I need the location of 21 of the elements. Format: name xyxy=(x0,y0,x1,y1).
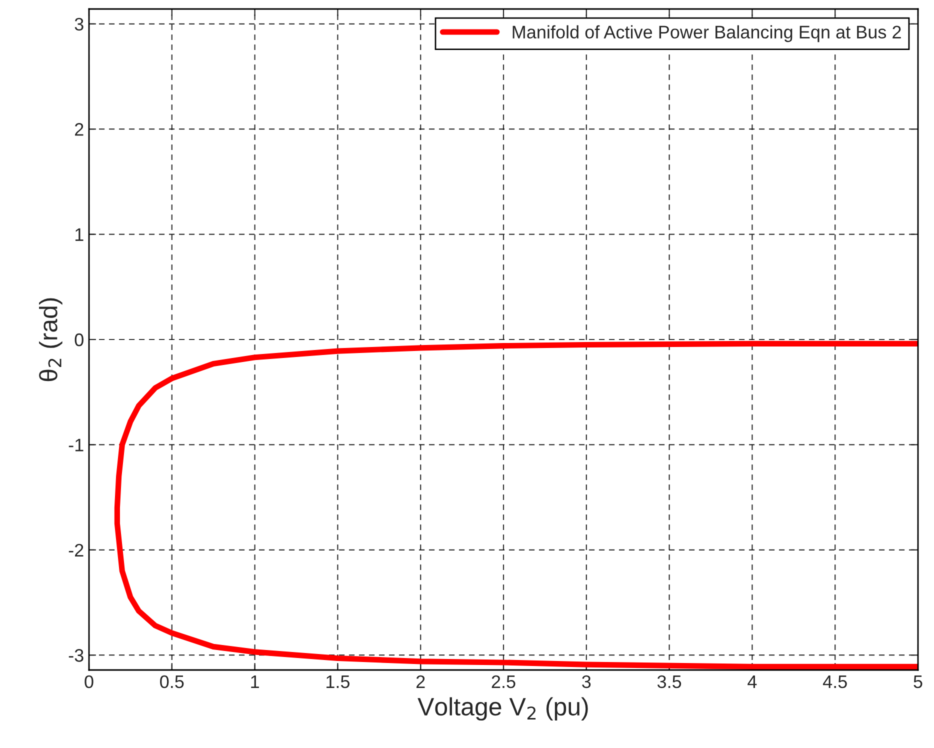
x-tick-label: 2.5 xyxy=(492,675,516,688)
x-tick-label: 5 xyxy=(914,676,922,688)
y-tick-label: -2 xyxy=(68,544,84,556)
y-tick-label: -1 xyxy=(68,438,84,452)
y-tick-label: 1 xyxy=(75,228,84,241)
x-axis-title: Voltage V$_{2}$ (pu) xyxy=(418,697,588,721)
x-tick-label: 2 xyxy=(416,675,425,688)
y-tick-label: 0 xyxy=(74,333,84,346)
y-axis-title: θ$_{2}$ (rad) xyxy=(39,298,62,382)
x-tick-label: 0 xyxy=(84,675,94,688)
x-tick-label: 4 xyxy=(748,676,757,688)
x-tick-label: 1 xyxy=(251,676,259,688)
x-tick-label: 3.5 xyxy=(657,675,682,688)
y-tick-label: 2 xyxy=(75,123,84,136)
x-tick-label: 1.5 xyxy=(326,676,350,688)
legend-label: Manifold of Active Power Balancing Eqn at Bus 2 xyxy=(512,25,901,42)
y-tick-label: 3 xyxy=(74,18,84,31)
x-tick-label: 3 xyxy=(582,675,591,688)
x-tick-label: 0.5 xyxy=(160,675,184,688)
y-tick-label: -3 xyxy=(68,649,84,662)
x-tick-label: 4.5 xyxy=(822,676,847,688)
